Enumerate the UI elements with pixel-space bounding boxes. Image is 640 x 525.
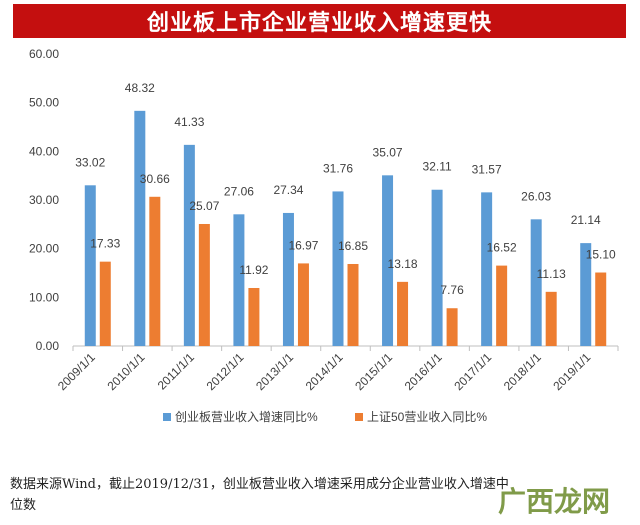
bar-sse50 bbox=[545, 291, 557, 346]
y-tick-label: 60.00 bbox=[29, 47, 59, 61]
y-tick-label: 30.00 bbox=[29, 193, 59, 207]
bar-sse50 bbox=[99, 261, 111, 346]
x-tick-label: 2013/1/1 bbox=[253, 350, 296, 393]
data-label: 16.52 bbox=[487, 241, 517, 255]
bar-chinext bbox=[431, 189, 443, 346]
x-tick-label: 2011/1/1 bbox=[155, 350, 198, 393]
data-label: 11.92 bbox=[239, 263, 268, 277]
data-label: 30.66 bbox=[140, 172, 170, 186]
x-tick-label: 2012/1/1 bbox=[204, 350, 247, 393]
data-label: 25.07 bbox=[189, 199, 219, 213]
y-tick-label: 50.00 bbox=[29, 96, 59, 110]
legend-swatch-chinext bbox=[163, 413, 171, 421]
bar-sse50 bbox=[347, 263, 359, 346]
data-label: 35.07 bbox=[373, 145, 403, 159]
data-label: 17.33 bbox=[90, 237, 120, 251]
x-tick-label: 2010/1/1 bbox=[105, 350, 148, 393]
data-label: 7.76 bbox=[440, 283, 464, 297]
bar-sse50 bbox=[595, 272, 607, 346]
bar-chinext bbox=[481, 192, 493, 346]
watermark-logo: 广西龙网 bbox=[497, 485, 610, 518]
bar-sse50 bbox=[149, 196, 161, 346]
data-label: 41.33 bbox=[174, 115, 204, 129]
bar-chinext bbox=[580, 243, 592, 346]
data-label: 15.10 bbox=[586, 248, 616, 262]
y-tick-label: 40.00 bbox=[29, 144, 59, 158]
bar-sse50 bbox=[397, 281, 409, 346]
data-label: 32.11 bbox=[423, 160, 452, 174]
data-label: 27.06 bbox=[224, 184, 254, 198]
footnote-line-1: 数据来源Wind，截止2019/12/31，创业板营业收入增速采用成分企业营业收… bbox=[10, 477, 509, 492]
data-label: 13.18 bbox=[388, 257, 418, 271]
bar-chinext bbox=[84, 185, 96, 346]
data-label: 33.02 bbox=[75, 155, 105, 169]
bar-chinext bbox=[134, 110, 146, 346]
data-label: 27.34 bbox=[273, 183, 303, 197]
bar-sse50 bbox=[496, 265, 508, 346]
data-label: 21.14 bbox=[571, 213, 601, 227]
chart-title: 创业板上市企业营业收入增速更快 bbox=[146, 11, 492, 36]
bar-sse50 bbox=[198, 223, 210, 346]
x-tick-label: 2015/1/1 bbox=[352, 350, 395, 393]
x-tick-label: 2019/1/1 bbox=[550, 350, 593, 393]
data-label: 48.32 bbox=[125, 81, 155, 95]
bar-sse50 bbox=[297, 263, 309, 346]
bar-sse50 bbox=[248, 287, 260, 346]
data-label: 31.57 bbox=[472, 162, 502, 176]
bar-chinext bbox=[282, 212, 294, 346]
x-tick-label: 2009/1/1 bbox=[55, 350, 98, 393]
bar-chinext bbox=[233, 214, 245, 346]
y-tick-label: 20.00 bbox=[29, 242, 59, 256]
data-label: 11.13 bbox=[537, 267, 566, 281]
x-tick-label: 2017/1/1 bbox=[451, 350, 494, 393]
legend-label-chinext: 创业板营业收入增速同比% bbox=[175, 410, 318, 424]
legend-swatch-sse50 bbox=[355, 413, 363, 421]
chart-area: 0.00 10.00 20.00 30.00 40.00 50.00 60.00 33.02 1… bbox=[13, 38, 626, 448]
bar-chinext bbox=[183, 144, 195, 346]
data-label: 26.03 bbox=[521, 189, 551, 203]
x-tick-label: 2016/1/1 bbox=[402, 350, 445, 393]
title-banner: 创业板上市企业营业收入增速更快 bbox=[13, 4, 626, 38]
data-label: 31.76 bbox=[323, 161, 353, 175]
bar-chinext bbox=[332, 191, 344, 346]
x-tick-label: 2014/1/1 bbox=[303, 350, 346, 393]
data-label: 16.97 bbox=[288, 238, 318, 252]
x-tick-label: 2018/1/1 bbox=[501, 350, 544, 393]
bar-chinext bbox=[530, 219, 542, 346]
bar-chinext bbox=[382, 175, 394, 346]
y-tick-label: 0.00 bbox=[36, 339, 60, 353]
data-label: 16.85 bbox=[338, 239, 368, 253]
bar-chart: 0.00 10.00 20.00 30.00 40.00 50.00 60.00 33.02 1… bbox=[29, 47, 619, 424]
bar-sse50 bbox=[446, 308, 458, 346]
footnote-line-2: 位数 bbox=[10, 498, 37, 513]
y-tick-label: 10.00 bbox=[29, 290, 59, 304]
source-footnote: 数据来源Wind，截止2019/12/31，创业板营业收入增速采用成分企业营业收… bbox=[10, 474, 610, 516]
legend-label-sse50: 上证50营业收入同比% bbox=[367, 410, 487, 424]
